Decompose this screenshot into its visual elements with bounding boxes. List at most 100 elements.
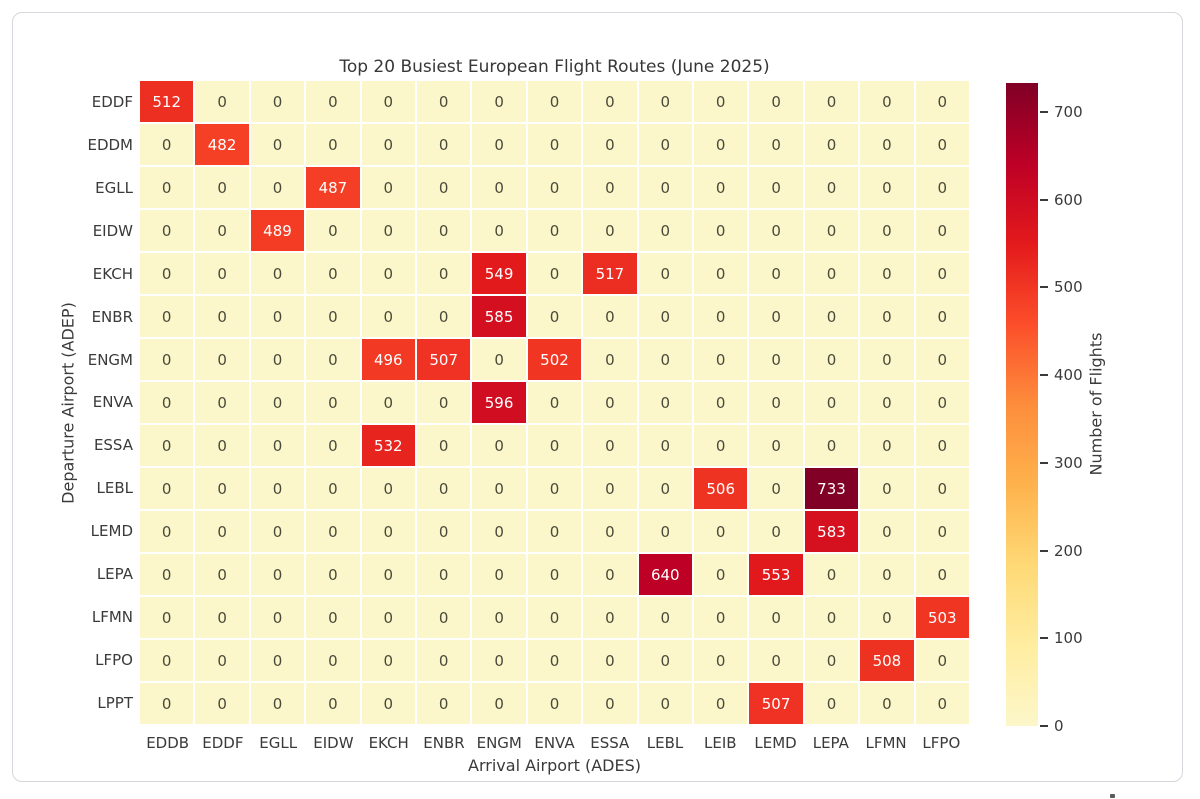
heatmap-cell: 0 [638, 382, 692, 423]
heatmap-cell: 0 [583, 339, 637, 380]
heatmap-cell: 0 [195, 683, 249, 724]
heatmap-cell: 0 [250, 382, 305, 423]
heatmap-cell: 0 [306, 597, 360, 638]
heatmap-cell: 0 [417, 210, 471, 251]
heatmap-cell: 0 [638, 167, 692, 208]
y-tick-label: ENBR [91, 307, 133, 326]
heatmap-cell: 0 [140, 253, 194, 294]
heatmap-cell: 489 [250, 210, 305, 251]
heatmap-cell: 0 [472, 425, 526, 466]
heatmap-cell: 0 [638, 210, 692, 251]
heatmap-cell: 0 [749, 167, 803, 208]
heatmap-cell: 0 [638, 683, 692, 724]
heatmap-cell: 0 [860, 81, 914, 122]
heatmap-cell: 0 [417, 167, 471, 208]
heatmap-cell: 0 [250, 339, 305, 380]
heatmap-cell: 0 [306, 253, 360, 294]
heatmap-cell: 0 [250, 124, 305, 165]
y-tick-label: LPPT [97, 693, 133, 712]
heatmap-cell: 0 [638, 640, 692, 681]
heatmap-cell: 0 [250, 81, 305, 122]
heatmap-cell: 0 [804, 597, 859, 638]
heatmap-cell: 0 [583, 167, 637, 208]
heatmap-cell: 0 [306, 425, 360, 466]
heatmap-cell: 549 [472, 253, 526, 294]
x-tick-label: EGLL [259, 734, 298, 752]
heatmap-cell: 0 [195, 253, 249, 294]
heatmap-cell: 0 [195, 81, 249, 122]
heatmap-cell: 733 [804, 468, 859, 509]
heatmap-cell: 0 [472, 167, 526, 208]
heatmap-cell: 0 [361, 296, 415, 337]
colorbar-label: Number of Flights [1086, 332, 1106, 476]
heatmap-cell: 0 [472, 468, 526, 509]
heatmap-cell: 0 [417, 597, 471, 638]
heatmap-cell: 0 [195, 554, 249, 595]
heatmap-cell: 0 [361, 382, 415, 423]
heatmap-cell: 0 [527, 597, 582, 638]
x-tick-label: ENGM [476, 734, 522, 752]
heatmap-cell: 0 [417, 683, 471, 724]
heatmap-cell: 0 [915, 81, 969, 122]
heatmap-cell: 0 [472, 597, 526, 638]
heatmap-cell: 0 [250, 640, 305, 681]
heatmap-cell: 508 [860, 640, 914, 681]
heatmap-cell: 0 [306, 382, 360, 423]
heatmap-cell: 0 [140, 210, 194, 251]
y-tick-label: EGLL [95, 179, 133, 198]
heatmap-cell: 0 [361, 210, 415, 251]
colorbar-tick-label: 500 [1054, 278, 1083, 297]
heatmap-cell: 0 [361, 640, 415, 681]
heatmap-cell: 0 [250, 511, 305, 552]
heatmap-cell: 0 [361, 81, 415, 122]
heatmap-cell: 0 [361, 597, 415, 638]
y-tick-label: LFPO [95, 650, 133, 669]
heatmap-cell: 0 [472, 210, 526, 251]
heatmap-cell: 0 [749, 81, 803, 122]
heatmap-cell: 0 [417, 640, 471, 681]
heatmap-cell: 585 [472, 296, 526, 337]
x-tick-label: LEMD [754, 734, 797, 752]
heatmap-cell: 0 [804, 253, 859, 294]
heatmap-cell: 0 [694, 597, 748, 638]
x-tick-label: LFMN [865, 734, 907, 752]
heatmap-cell: 0 [694, 81, 748, 122]
heatmap-cell: 0 [527, 640, 582, 681]
x-tick-label: LEPA [812, 734, 849, 752]
heatmap-cell: 507 [749, 683, 803, 724]
heatmap-cell: 0 [306, 511, 360, 552]
heatmap-cell: 0 [583, 81, 637, 122]
heatmap-grid: 512 0 0 0 0 0 0 0 0 0 0 0 0 0 0 0 482 0 0 0 0 0 0 0 0 0 0 0 0 0 0 0 0 487… [140, 81, 969, 724]
heatmap-cell: 0 [417, 425, 471, 466]
colorbar-tick-label: 100 [1054, 629, 1083, 648]
x-tick-label: ENVA [534, 734, 575, 752]
heatmap-cell: 0 [140, 468, 194, 509]
heatmap-cell: 0 [915, 683, 969, 724]
heatmap-cell: 0 [860, 597, 914, 638]
y-tick-label: LFMN [91, 607, 133, 626]
heatmap-cell: 0 [140, 382, 194, 423]
heatmap-cell: 0 [250, 683, 305, 724]
heatmap-cell: 0 [915, 425, 969, 466]
x-tick-label: EDDB [146, 734, 190, 752]
heatmap-cell: 0 [195, 339, 249, 380]
heatmap-cell: 0 [195, 425, 249, 466]
heatmap-cell: 0 [417, 382, 471, 423]
heatmap-cell: 0 [749, 210, 803, 251]
x-tick-label: LFPO [922, 734, 961, 752]
heatmap-cell: 0 [250, 296, 305, 337]
heatmap-cell: 0 [749, 425, 803, 466]
heatmap-cell: 0 [860, 382, 914, 423]
heatmap-cell: 0 [694, 253, 748, 294]
colorbar-tick-mark [1040, 725, 1048, 727]
heatmap-cell: 482 [195, 124, 249, 165]
heatmap-cell: 0 [915, 296, 969, 337]
chart-card: Top 20 Busiest European Flight Routes (J… [12, 12, 1183, 782]
heatmap-cell: 0 [472, 683, 526, 724]
heatmap-cell: 0 [195, 167, 249, 208]
heatmap-cell: 0 [694, 382, 748, 423]
colorbar-tick-mark [1040, 549, 1048, 552]
heatmap-cell: 0 [250, 597, 305, 638]
heatmap-cell: 0 [638, 468, 692, 509]
heatmap-cell: 0 [694, 124, 748, 165]
